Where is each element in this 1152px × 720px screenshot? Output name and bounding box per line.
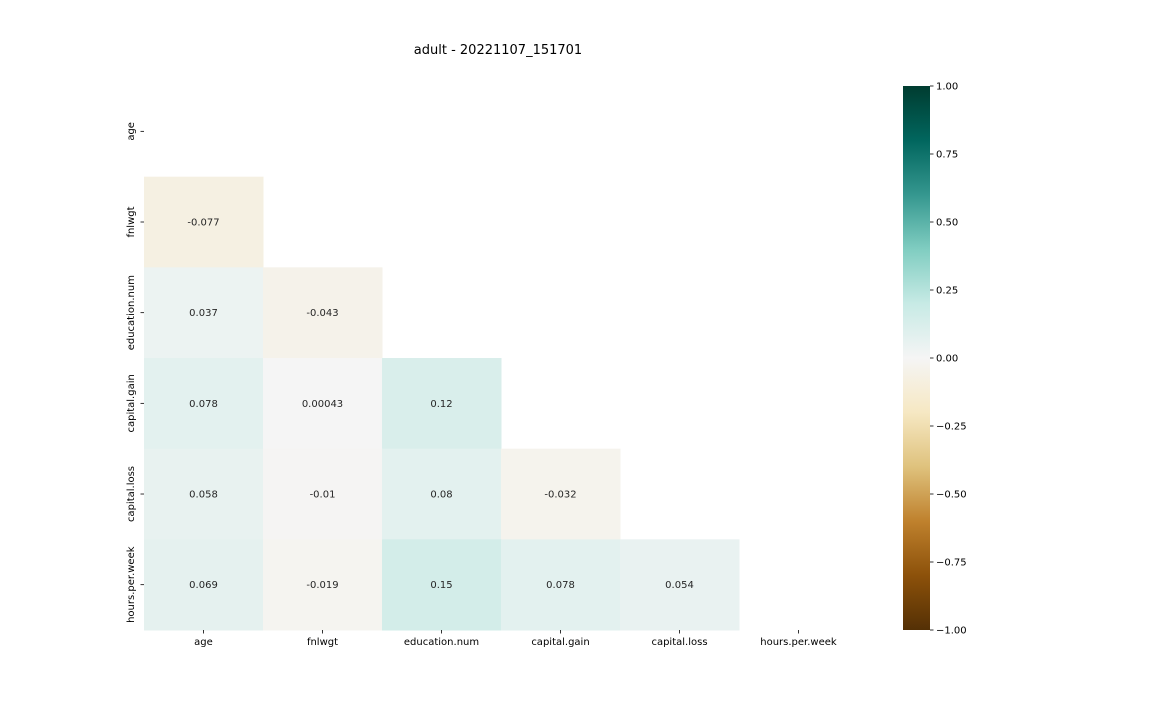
x-tick-label: capital.loss (651, 637, 707, 648)
cell-value-label: 0.058 (189, 490, 218, 501)
x-tick-label: hours.per.week (760, 637, 837, 648)
x-axis-ticks: age fnlwgt education.num capital.gain capita… (194, 630, 837, 648)
cell-value-label: 0.078 (189, 399, 218, 410)
cell-value-label: -0.077 (187, 218, 219, 229)
cell-value-label: 0.078 (546, 580, 575, 591)
heatmap-cell (144, 539, 264, 631)
heatmap-cell (263, 267, 383, 359)
cell-value-label: 0.069 (189, 580, 218, 591)
heatmap-cell (263, 358, 383, 450)
heatmap-cell (382, 358, 502, 450)
heatmap-cells: -0.077 0.037 -0.043 0.078 0.00043 0.12 0.058 -0… (144, 176, 740, 631)
heatmap-cell (144, 358, 264, 450)
heatmap-cell (144, 267, 264, 359)
cell-value-label: 0.12 (430, 399, 452, 410)
y-tick-label: fnlwgt (126, 206, 137, 237)
heatmap-cell (144, 448, 264, 540)
cell-value-label: 0.054 (665, 580, 694, 591)
cell-value-label: -0.01 (310, 490, 336, 501)
x-tick-label: capital.gain (531, 637, 589, 648)
heatmap-cell (263, 448, 383, 540)
cell-value-label: 0.08 (430, 490, 452, 501)
colorbar-tick-label: −0.50 (936, 490, 967, 501)
colorbar-tick-label: −0.25 (936, 422, 967, 433)
x-tick-label: fnlwgt (307, 637, 338, 648)
colorbar-tick-label: −0.75 (936, 558, 967, 569)
heatmap-cell (382, 448, 502, 540)
heatmap-cell (382, 539, 502, 631)
heatmap-cell (620, 539, 740, 631)
y-axis-ticks: age fnlwgt education.num capital.gain capita… (126, 122, 144, 623)
colorbar-tick-label: 1.00 (936, 82, 958, 93)
cell-value-label: -0.032 (544, 490, 576, 501)
colorbar-tick-label: 0.00 (936, 354, 958, 365)
x-tick-label: education.num (404, 637, 479, 648)
cell-value-label: -0.019 (306, 580, 338, 591)
x-tick-label: age (194, 637, 213, 648)
cell-value-label: 0.00043 (302, 399, 343, 410)
y-tick-label: capital.gain (126, 374, 137, 432)
colorbar-tick-label: 0.75 (936, 150, 958, 161)
heatmap-cell (501, 448, 621, 540)
colorbar-tick-label: 0.25 (936, 286, 958, 297)
colorbar-bar (903, 86, 930, 630)
cell-value-label: 0.15 (430, 580, 452, 591)
cell-value-label: 0.037 (189, 308, 218, 319)
chart-title: adult - 20221107_151701 (414, 43, 582, 58)
colorbar: 1.00 0.75 0.50 0.25 0.00 −0.25 −0.50 −0.75 −1.00 (903, 82, 967, 637)
cell-value-label: -0.043 (306, 308, 338, 319)
heatmap-cell (144, 176, 264, 268)
y-tick-label: capital.loss (126, 466, 137, 522)
heatmap-cell (263, 539, 383, 631)
heatmap-cell (501, 539, 621, 631)
y-tick-label: age (126, 122, 137, 141)
colorbar-tick-label: −1.00 (936, 626, 967, 637)
y-tick-label: hours.per.week (126, 546, 137, 623)
y-tick-label: education.num (126, 275, 137, 350)
colorbar-tick-label: 0.50 (936, 218, 958, 229)
